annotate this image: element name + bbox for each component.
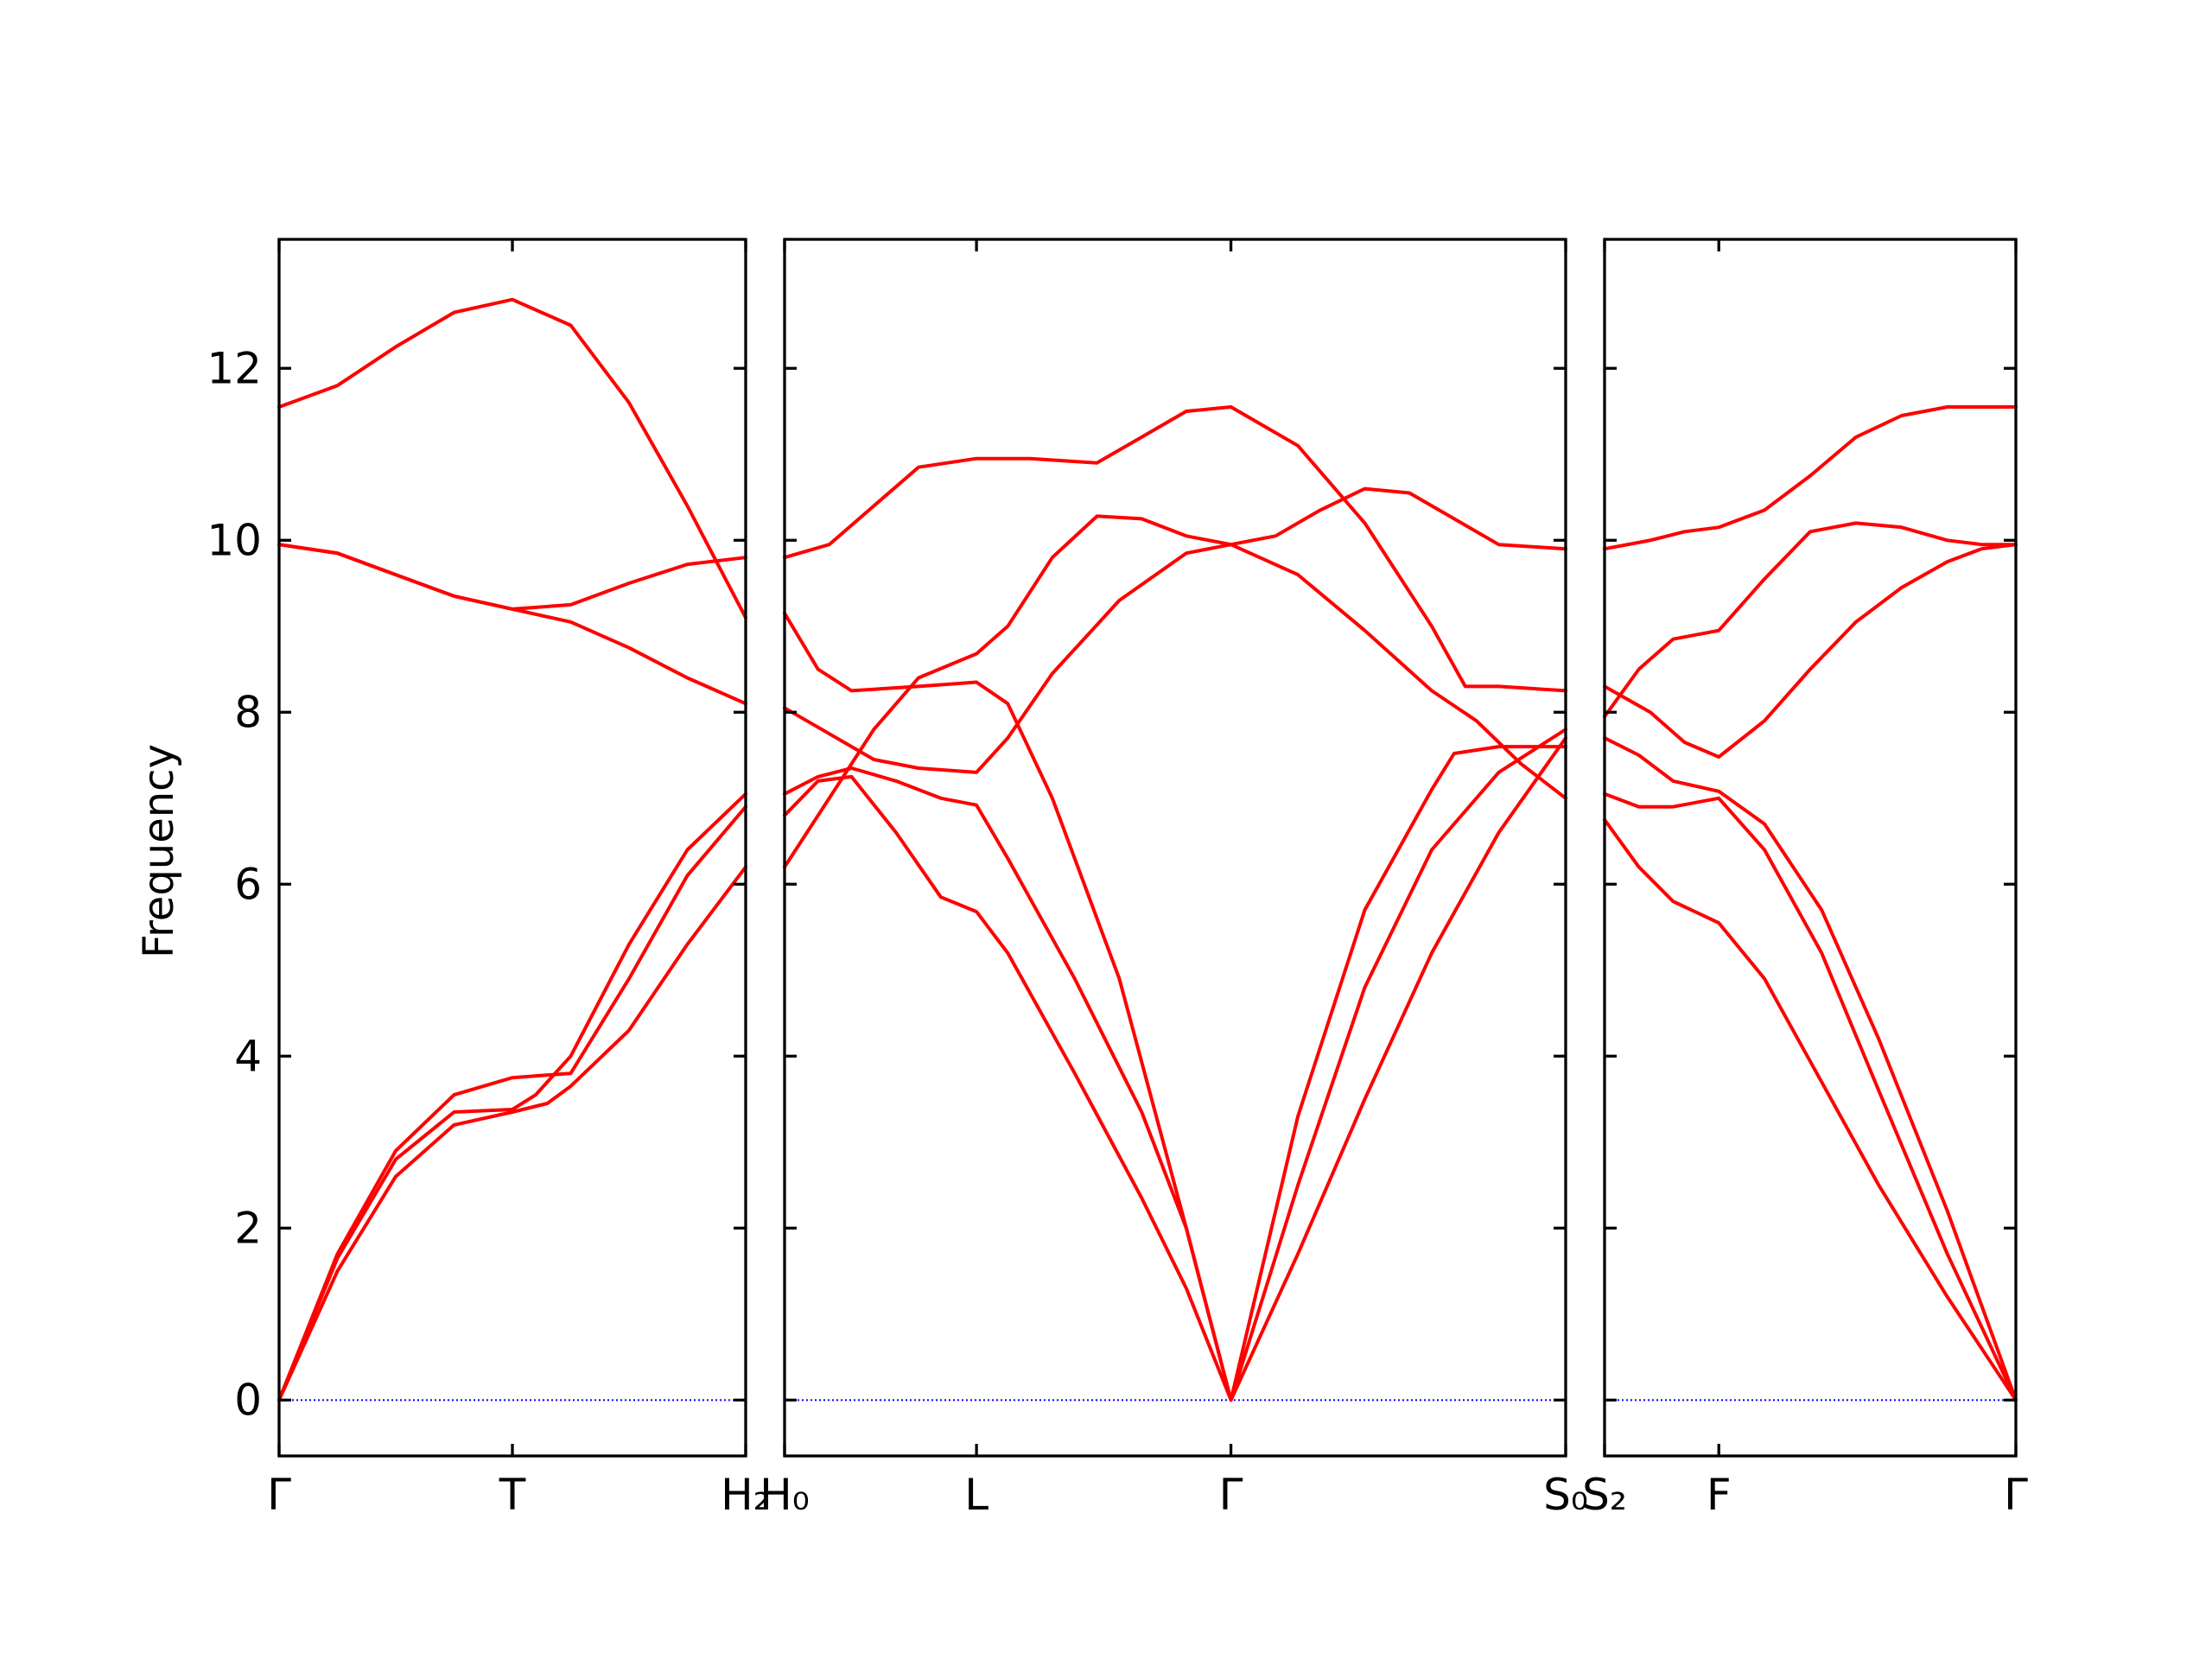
panel-3: S₂ F Γ — [1582, 238, 2028, 1520]
x-tick-label: Γ — [2004, 1470, 2028, 1520]
x-tick-label: H₂ — [721, 1470, 771, 1520]
band-line-band-6 — [277, 297, 747, 620]
band-line-band-6 — [1603, 405, 2018, 551]
band-line-band-5 — [783, 611, 1567, 1402]
band-line-band-6 — [783, 405, 1567, 693]
band-line-band-1 — [783, 736, 1567, 1402]
panel-frame — [783, 238, 1567, 1458]
y-tick-label: 4 — [234, 1031, 262, 1081]
y-tick-label: 10 — [207, 515, 262, 565]
band-line-band-2 — [783, 728, 1567, 1402]
x-tick-label: Γ — [267, 1470, 291, 1520]
y-axis-label: Frequency — [135, 744, 183, 958]
panel-frame — [277, 238, 747, 1458]
band-line-band-3 — [783, 486, 1567, 869]
band-line-band-5 — [277, 543, 747, 706]
x-tick-label: H₀ — [760, 1470, 810, 1520]
x-tick-label: L — [964, 1470, 988, 1520]
band-line-band-4 — [277, 543, 747, 611]
x-tick-label: T — [499, 1470, 526, 1520]
band-line-band-3 — [1603, 736, 2018, 1402]
band-line-band-1 — [1603, 817, 2018, 1402]
panel-1: 0 2 4 6 8 10 12 Γ T H₂ — [207, 238, 771, 1520]
y-tick-label: 0 — [234, 1375, 262, 1425]
band-line-band-4 — [783, 543, 1567, 800]
y-tick-label: 6 — [234, 859, 262, 909]
panel-frame — [1603, 238, 2018, 1458]
band-line-band-5 — [1603, 521, 2018, 719]
x-tick-label: S₀ — [1543, 1470, 1588, 1520]
y-tick-label: 8 — [234, 687, 262, 737]
panel-2: H₀ L Γ S₀ — [760, 238, 1588, 1520]
y-tick-label: 2 — [234, 1203, 262, 1253]
x-tick-label: F — [1707, 1470, 1732, 1520]
band-line-band-2 — [1603, 791, 2018, 1402]
x-tick-label: S₂ — [1582, 1470, 1627, 1520]
y-tick-label: 12 — [207, 343, 262, 393]
band-line-band-4 — [1603, 543, 2018, 759]
band-line-band-3 — [277, 791, 747, 1402]
x-tick-label: Γ — [1219, 1470, 1243, 1520]
band-line-band-2 — [277, 804, 747, 1402]
band-line-band-1 — [277, 865, 747, 1402]
